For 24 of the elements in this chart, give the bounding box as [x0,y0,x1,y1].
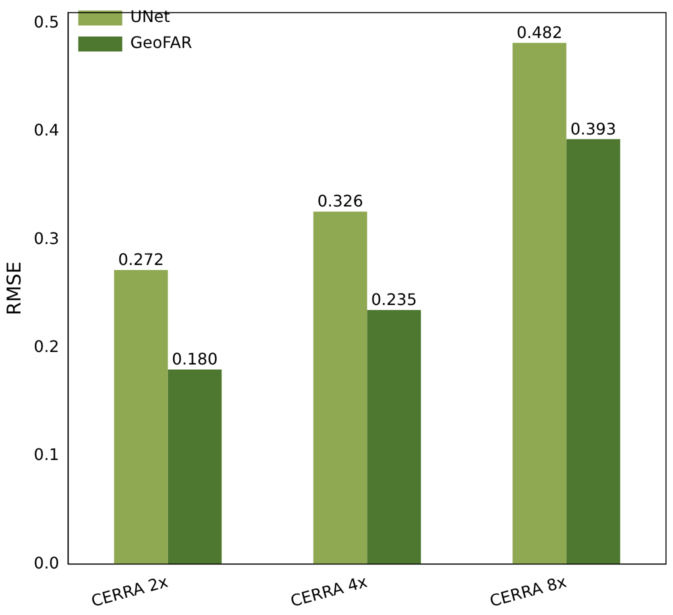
y-tick-label: 0.3 [34,228,60,248]
y-axis-title: RMSE [3,262,26,316]
x-tick-label: CERRA 4x [288,572,370,611]
bar [367,310,421,564]
legend-label: UNet [130,7,170,26]
y-tick-label: 0.5 [34,12,60,32]
y-tick-label: 0.2 [34,336,60,356]
bar [168,369,222,564]
text: 0.180 [172,350,218,369]
text: 0.326 [317,192,364,211]
x-tick-label: CERRA 8x [488,572,568,611]
text: 0.482 [516,23,562,42]
text: 0.235 [371,290,417,310]
text: 0.393 [570,119,616,138]
bar [313,212,368,564]
y-tick-label: 0.4 [34,120,60,140]
y-tick-label: 0.1 [34,445,60,464]
y-tick-label: 0.0 [34,553,60,572]
legend-label: GeoFAR [130,33,192,52]
bar [114,270,168,564]
text: 0.272 [118,250,164,270]
bar [512,42,566,564]
bar [566,139,620,564]
x-tick-label: CERRA 2x [89,572,170,611]
